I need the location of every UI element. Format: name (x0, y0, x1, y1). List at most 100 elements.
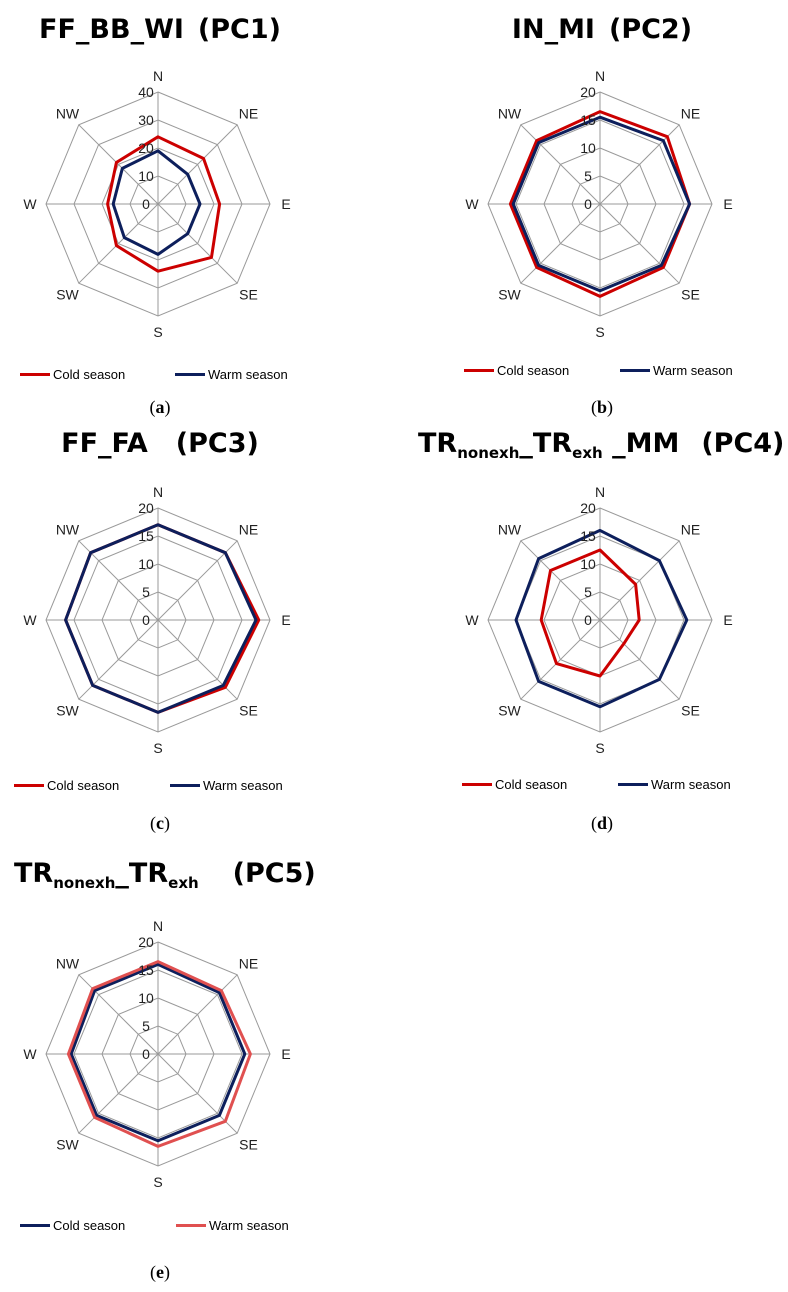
legend-item-warm: Warm season (620, 360, 733, 380)
legend-item-warm: Warm season (175, 364, 288, 384)
direction-label: NW (498, 105, 522, 121)
tick-label: 40 (138, 84, 154, 100)
tick-label: 20 (580, 84, 596, 100)
tick-label: 30 (138, 112, 154, 128)
legend-item-warm: Warm season (618, 774, 731, 794)
series-line-cold (539, 548, 641, 678)
panel-caption: (a) (149, 397, 171, 417)
radar-chart: 0 5 10 15 20N NE E SE S SW W NW (465, 68, 732, 340)
tick-label: 15 (138, 528, 154, 544)
series-line-cold (64, 523, 261, 714)
grid-spoke (520, 619, 601, 700)
tick-label: 10 (138, 168, 154, 184)
legend-item-cold: Cold season (20, 1215, 125, 1235)
direction-label: N (595, 68, 605, 84)
direction-label: NE (681, 521, 700, 537)
grid-spoke (520, 124, 601, 205)
direction-label: SE (239, 287, 258, 303)
direction-label: S (595, 324, 604, 340)
series-line-warm (111, 149, 202, 256)
grid-spoke (599, 203, 680, 284)
grid-spoke (599, 540, 680, 621)
series-line-warm (514, 528, 689, 709)
grid-spoke (78, 540, 159, 621)
grid-spoke (157, 203, 238, 284)
legend-swatch (20, 372, 50, 376)
direction-label: W (23, 1046, 37, 1062)
grid-spoke (520, 540, 601, 621)
tick-label: 10 (138, 556, 154, 572)
series-line-warm (66, 960, 252, 1148)
direction-label: SE (681, 287, 700, 303)
direction-label: W (23, 612, 37, 628)
tick-label: 0 (142, 1046, 150, 1062)
direction-label: E (281, 1046, 290, 1062)
tick-label: 0 (142, 612, 150, 628)
grid-spoke (520, 203, 601, 284)
direction-label: NW (56, 955, 80, 971)
direction-label: SW (498, 287, 521, 303)
legend-item-cold: Cold season (462, 774, 567, 794)
direction-label: E (723, 612, 732, 628)
direction-label: SW (56, 287, 79, 303)
chart-title: FF_FA (PC3) (61, 428, 259, 459)
tick-label: 0 (584, 196, 592, 212)
direction-label: W (465, 612, 479, 628)
series-line-cold (508, 110, 692, 298)
chart-legend: Cold season Warm season (442, 360, 762, 380)
series-line-cold (106, 135, 222, 273)
chart-legend: Cold season Warm season (0, 775, 320, 795)
tick-label: 0 (142, 196, 150, 212)
chart-title: TRnonexh_TRexh (PC5) (14, 858, 316, 892)
tick-label: 15 (580, 528, 596, 544)
grid-spoke (157, 540, 238, 621)
chart-legend: Cold season Warm season (462, 774, 782, 794)
chart-title: TRnonexh_TRexh _MM (PC4) (418, 428, 785, 462)
legend-swatch (175, 372, 205, 376)
legend-swatch (170, 783, 200, 787)
tick-label: 5 (584, 584, 592, 600)
legend-item-cold: Cold season (464, 360, 569, 380)
direction-label: SW (498, 703, 521, 719)
direction-label: E (281, 196, 290, 212)
direction-label: NW (498, 521, 522, 537)
direction-label: E (723, 196, 732, 212)
radar-chart: 0 5 10 15 20N NE E SE S SW W NW (23, 484, 290, 756)
grid-spoke (78, 124, 159, 205)
direction-label: SE (681, 703, 700, 719)
legend-item-cold: Cold season (20, 364, 125, 384)
tick-label: 10 (580, 140, 596, 156)
grid-spoke (78, 1053, 159, 1134)
tick-label: 10 (138, 990, 154, 1006)
radar-chart: 0 5 10 15 20N NE E SE S SW W NW (465, 484, 732, 756)
tick-label: 15 (138, 962, 154, 978)
direction-label: S (153, 1174, 162, 1190)
legend-item-warm: Warm season (170, 775, 283, 795)
grid-spoke (157, 974, 238, 1055)
legend-swatch (620, 368, 650, 372)
direction-label: SW (56, 1137, 79, 1153)
grid-spoke (599, 124, 680, 205)
direction-label: S (595, 740, 604, 756)
direction-label: N (595, 484, 605, 500)
direction-label: NE (681, 105, 700, 121)
direction-label: NW (56, 521, 80, 537)
direction-label: N (153, 68, 163, 84)
tick-label: 20 (138, 934, 154, 950)
grid-spoke (78, 203, 159, 284)
chart-title: IN_MI (PC2) (511, 14, 693, 45)
direction-label: SE (239, 1137, 258, 1153)
legend-item-warm: Warm season (176, 1215, 289, 1235)
legend-swatch (462, 782, 492, 786)
chart-legend: Cold season Warm season (0, 1215, 320, 1235)
chart-title: FF_BB_WI (PC1) (39, 14, 281, 45)
tick-label: 15 (580, 112, 596, 128)
direction-label: SW (56, 703, 79, 719)
grid-spoke (157, 1053, 238, 1134)
legend-swatch (176, 1223, 206, 1227)
direction-label: NW (56, 105, 80, 121)
direction-label: NE (239, 105, 258, 121)
panel-caption: (d) (590, 813, 613, 833)
tick-label: 5 (142, 584, 150, 600)
tick-label: 20 (580, 500, 596, 516)
